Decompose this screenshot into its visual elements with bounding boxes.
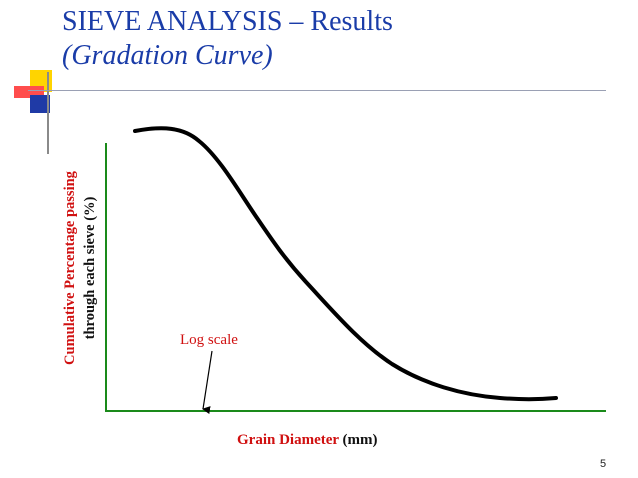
x-axis-label: Grain Diameter (mm) <box>237 432 378 449</box>
decorative-vertical-rule <box>47 72 49 154</box>
gradation-curve <box>133 126 558 402</box>
title-underline-rule <box>28 90 606 91</box>
y-axis-label: Cumulative Percentage passing through ea… <box>60 128 108 408</box>
x-axis-label-unit: (mm) <box>342 432 378 448</box>
y-axis-label-line2: through each sieve (%) <box>82 196 98 340</box>
log-scale-annotation: Log scale <box>180 332 238 348</box>
y-axis-label-line1: Cumulative Percentage passing <box>62 171 78 365</box>
decorative-blue-square <box>30 95 50 113</box>
x-axis-label-name: Grain Diameter <box>237 432 339 448</box>
slide-number: 5 <box>600 458 607 470</box>
slide-subtitle: (Gradation Curve) <box>62 40 273 71</box>
log-scale-arrow <box>202 350 213 415</box>
slide-title: SIEVE ANALYSIS – Results <box>62 6 393 37</box>
